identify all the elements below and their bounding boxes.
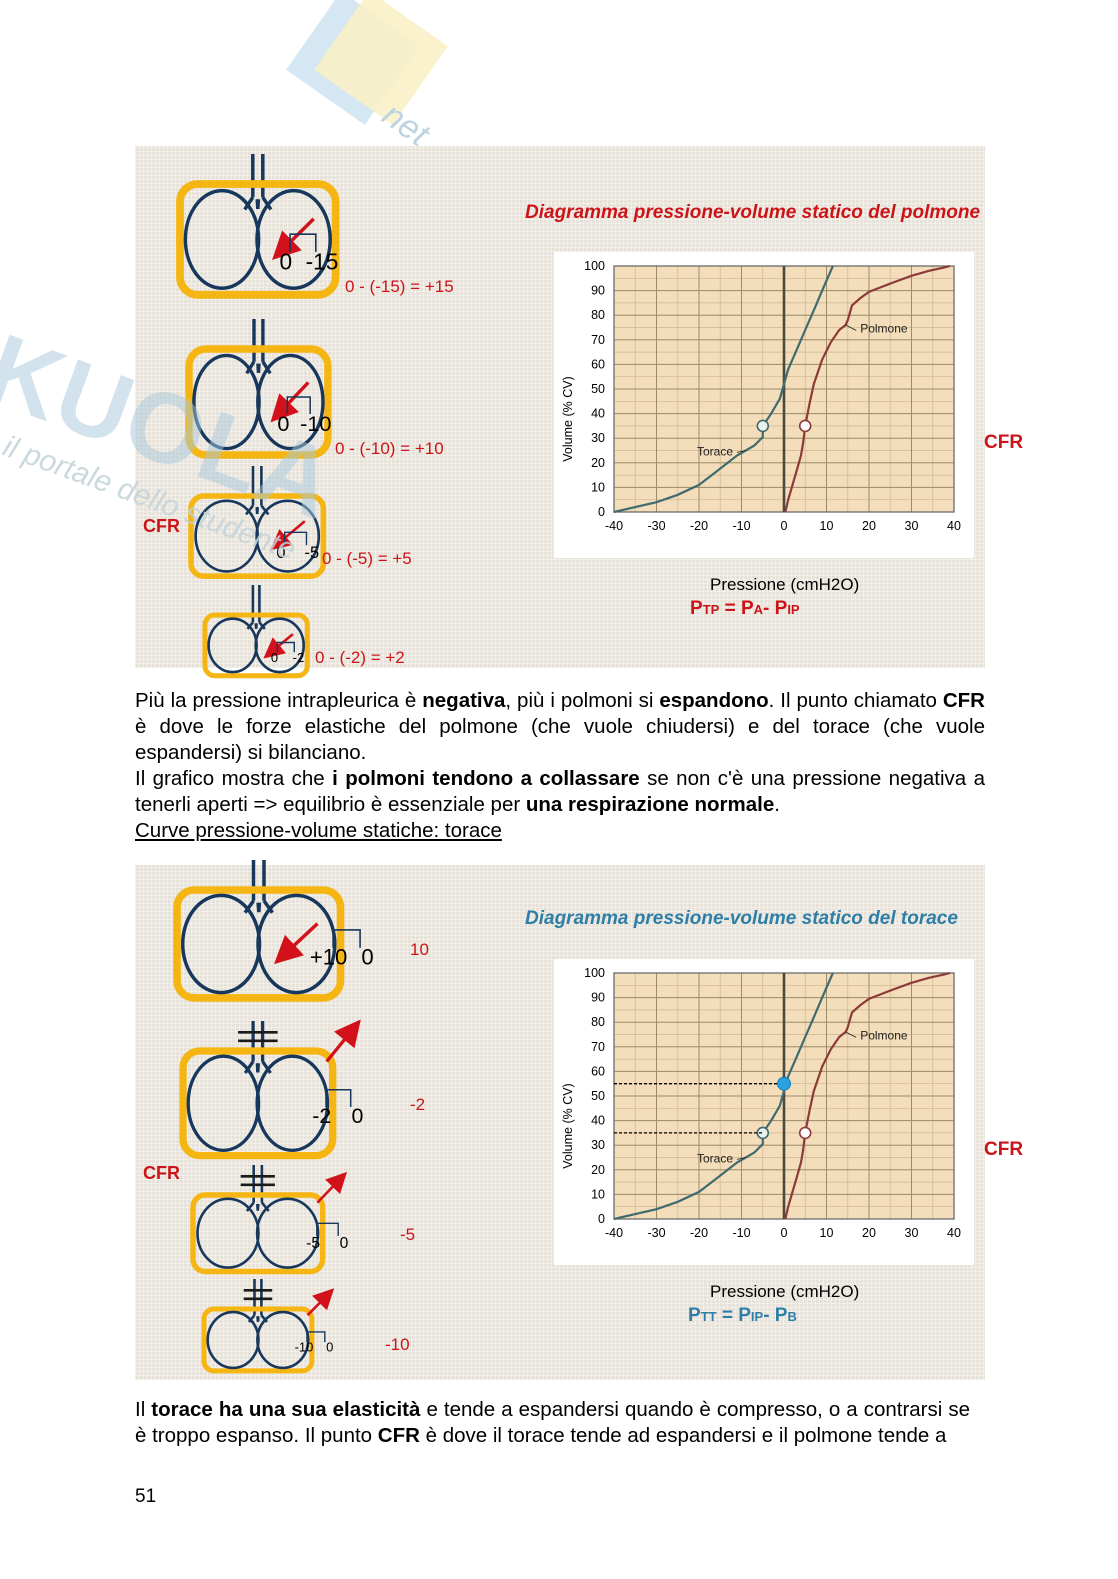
svg-text:Torace: Torace — [697, 444, 733, 458]
svg-text:50: 50 — [591, 382, 605, 396]
svg-text:-5: -5 — [306, 1235, 320, 1252]
svg-text:10: 10 — [591, 1187, 605, 1201]
svg-text:80: 80 — [591, 1015, 605, 1029]
svg-text:40: 40 — [591, 1114, 605, 1128]
svg-text:-40: -40 — [605, 1226, 623, 1240]
svg-text:40: 40 — [947, 1226, 961, 1240]
svg-text:0: 0 — [326, 1340, 333, 1355]
svg-text:-20: -20 — [690, 1226, 708, 1240]
svg-text:10: 10 — [820, 1226, 834, 1240]
svg-text:0: 0 — [362, 944, 374, 969]
svg-text:-10: -10 — [294, 1340, 313, 1355]
svg-text:0: 0 — [351, 1104, 363, 1128]
svg-text:30: 30 — [905, 1226, 919, 1240]
svg-text:40: 40 — [591, 407, 605, 421]
svg-text:Torace: Torace — [697, 1151, 733, 1165]
svg-text:+10: +10 — [310, 944, 347, 969]
svg-text:Volume (% CV): Volume (% CV) — [561, 1083, 575, 1168]
svg-text:0: 0 — [271, 650, 278, 665]
svg-text:60: 60 — [591, 357, 605, 371]
svg-text:0: 0 — [340, 1235, 349, 1252]
svg-text:-40: -40 — [605, 519, 623, 533]
svg-text:20: 20 — [591, 1163, 605, 1177]
svg-text:0: 0 — [781, 519, 788, 533]
svg-text:70: 70 — [591, 1040, 605, 1054]
svg-text:0: 0 — [276, 544, 285, 562]
svg-text:70: 70 — [591, 333, 605, 347]
svg-text:10: 10 — [591, 480, 605, 494]
svg-text:20: 20 — [862, 1226, 876, 1240]
svg-text:20: 20 — [862, 519, 876, 533]
svg-text:20: 20 — [591, 456, 605, 470]
svg-text:-15: -15 — [305, 248, 338, 274]
svg-text:0: 0 — [781, 1226, 788, 1240]
svg-text:10: 10 — [820, 519, 834, 533]
svg-text:-10: -10 — [732, 519, 750, 533]
svg-text:Volume (% CV): Volume (% CV) — [561, 376, 575, 461]
svg-text:50: 50 — [591, 1089, 605, 1103]
svg-text:30: 30 — [591, 1138, 605, 1152]
svg-text:-30: -30 — [647, 1226, 665, 1240]
svg-text:Polmone: Polmone — [860, 1028, 908, 1042]
svg-text:Polmone: Polmone — [860, 321, 908, 335]
svg-text:80: 80 — [591, 308, 605, 322]
svg-text:-2: -2 — [312, 1104, 331, 1128]
svg-text:0: 0 — [277, 411, 289, 436]
svg-text:90: 90 — [591, 284, 605, 298]
svg-text:0: 0 — [598, 1212, 605, 1226]
svg-text:100: 100 — [584, 259, 605, 273]
svg-text:40: 40 — [947, 519, 961, 533]
svg-text:30: 30 — [905, 519, 919, 533]
svg-text:0: 0 — [598, 505, 605, 519]
svg-text:90: 90 — [591, 991, 605, 1005]
svg-text:-5: -5 — [304, 544, 319, 562]
svg-text:-30: -30 — [647, 519, 665, 533]
svg-text:-2: -2 — [292, 650, 304, 665]
svg-text:-10: -10 — [732, 1226, 750, 1240]
svg-text:0: 0 — [279, 248, 292, 274]
svg-text:60: 60 — [591, 1064, 605, 1078]
svg-text:-10: -10 — [300, 411, 331, 436]
svg-text:-20: -20 — [690, 519, 708, 533]
svg-text:100: 100 — [584, 966, 605, 980]
svg-text:30: 30 — [591, 431, 605, 445]
